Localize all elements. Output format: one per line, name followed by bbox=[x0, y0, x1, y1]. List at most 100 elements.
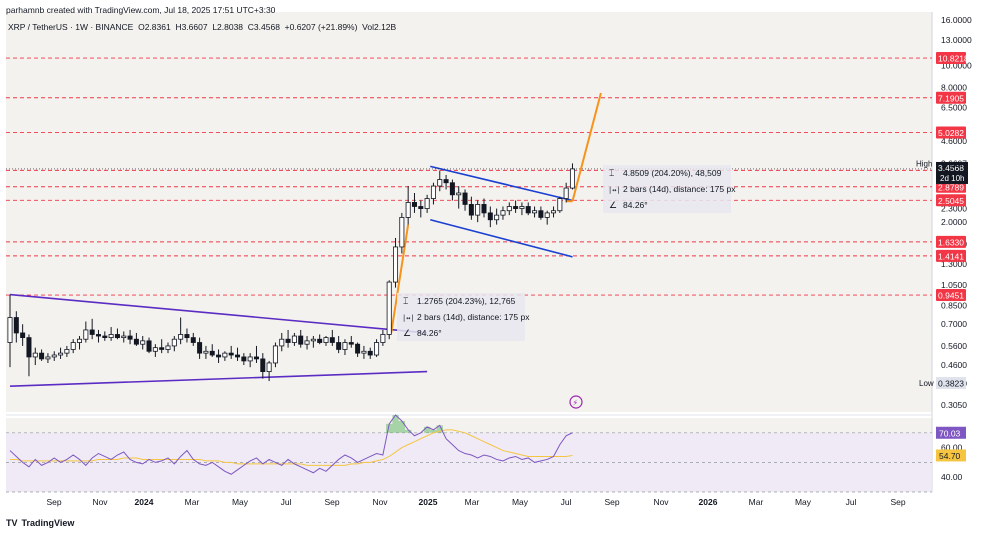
upper-measure-price: 4.8509 (204.20%), 48,509 bbox=[623, 168, 722, 178]
current-price-value: 3.4568 bbox=[938, 163, 964, 173]
candle-body-up bbox=[291, 335, 297, 343]
level-tag bbox=[936, 126, 966, 139]
candle-body-up bbox=[437, 179, 443, 187]
volume: Vol2.12B bbox=[362, 22, 397, 32]
candle-body-down bbox=[13, 317, 19, 334]
candle-body-down bbox=[285, 338, 291, 343]
candle-body-up bbox=[272, 345, 278, 364]
upper-measure-box bbox=[603, 165, 731, 213]
time-axis-label: Sep bbox=[324, 497, 339, 507]
level-tag-label: 1.4141 bbox=[938, 251, 964, 261]
candle-body-up bbox=[475, 204, 481, 216]
candle-body-up bbox=[380, 334, 386, 343]
candle-body-up bbox=[323, 337, 329, 343]
lower-channel-line bbox=[9, 293, 428, 334]
candle-body-down bbox=[468, 204, 474, 216]
level-tag-label: 10.8218 bbox=[938, 54, 969, 64]
candle-body-up bbox=[304, 340, 310, 345]
candle-body-up bbox=[178, 334, 184, 340]
time-axis-label: Jul bbox=[281, 497, 292, 507]
level-tag bbox=[936, 249, 966, 262]
high-marker-value: 3.6607 bbox=[941, 158, 967, 168]
level-tag-label: 5.0282 bbox=[938, 128, 964, 138]
lower-measure-range-icon: ⌶ bbox=[403, 297, 408, 307]
level-tag-label: 2.8789 bbox=[938, 182, 964, 192]
candle-body-down bbox=[190, 337, 196, 343]
level-tag bbox=[936, 52, 966, 65]
candle-body-down bbox=[26, 337, 32, 358]
low-marker-tag bbox=[936, 377, 966, 390]
candle-body-up bbox=[152, 347, 158, 352]
candle-body-down bbox=[513, 206, 519, 209]
candle-body-down bbox=[228, 352, 234, 356]
ohlc-open: O2.8361 bbox=[138, 22, 171, 32]
candle-body-up bbox=[140, 340, 146, 345]
price-axis-label: 8.0000 bbox=[941, 82, 967, 92]
candle-body-down bbox=[133, 338, 139, 345]
tradingview-brand[interactable]: TV TradingView bbox=[6, 518, 74, 528]
time-axis-label: Nov bbox=[92, 497, 108, 507]
rsi-ma-label: 54.70 bbox=[939, 451, 961, 461]
candle-body-down bbox=[216, 354, 222, 358]
candle-body-down bbox=[20, 332, 26, 339]
brand-name: TradingView bbox=[21, 518, 75, 528]
price-axis-label: 0.8500 bbox=[941, 300, 967, 310]
time-axis-label: 2025 bbox=[419, 497, 438, 507]
level-tag bbox=[936, 235, 966, 248]
price-axis-label: 0.7000 bbox=[941, 319, 967, 329]
candle-body-down bbox=[184, 334, 190, 339]
price-axis-label: 1.3000 bbox=[941, 259, 967, 269]
candle-body-up bbox=[203, 350, 209, 354]
lower-measure-angle: 84.26° bbox=[417, 328, 442, 338]
candle-body-up bbox=[32, 352, 38, 358]
candle-body-down bbox=[39, 352, 45, 360]
ohlc-high: H3.6607 bbox=[175, 22, 208, 32]
candle-body-up bbox=[165, 345, 171, 350]
level-tag-label: 1.6330 bbox=[938, 237, 964, 247]
upper-flag-line bbox=[430, 218, 573, 258]
candle-body-down bbox=[336, 342, 342, 350]
candle-body-up bbox=[374, 342, 380, 356]
time-axis-label: Sep bbox=[604, 497, 619, 507]
ohlc-low: L2.8038 bbox=[212, 22, 244, 32]
flash-icon-ring bbox=[569, 395, 583, 409]
price-axis-label: 1.0500 bbox=[941, 280, 967, 290]
candle-body-down bbox=[329, 337, 335, 343]
candle-body-down bbox=[411, 202, 417, 207]
current-price-tag bbox=[936, 161, 968, 184]
candle-body-down bbox=[209, 350, 215, 356]
candle-body-up bbox=[70, 342, 76, 350]
candle-body-down bbox=[348, 342, 354, 345]
candle-body-up bbox=[393, 246, 399, 283]
rsi-value-label: 70.03 bbox=[939, 428, 961, 438]
candle-body-up bbox=[222, 352, 228, 358]
upper-measure-range-icon: ⌶ bbox=[609, 169, 614, 179]
candle-body-down bbox=[102, 335, 108, 339]
rsi-axis-label: 40.00 bbox=[941, 472, 963, 482]
rsi-overbought-fill bbox=[386, 415, 576, 433]
time-axis-label: May bbox=[512, 497, 529, 507]
lower-measure-angle-icon: ∠ bbox=[403, 329, 411, 339]
ohlc-close: C3.4568 bbox=[247, 22, 280, 32]
symbol-info: XRP / TetherUS · 1W · BINANCE O2.8361 H3… bbox=[8, 22, 396, 32]
time-axis-label: Sep bbox=[46, 497, 61, 507]
time-axis-label: Nov bbox=[653, 497, 669, 507]
candle-body-down bbox=[197, 342, 203, 354]
upper-flag-line bbox=[430, 165, 573, 202]
time-axis-label: Jul bbox=[561, 497, 572, 507]
rsi-axis-label: 60.00 bbox=[941, 443, 963, 453]
time-axis-label: Nov bbox=[372, 497, 388, 507]
price-axis-label: 13.0000 bbox=[941, 35, 972, 45]
candle-body-up bbox=[121, 335, 127, 339]
candle-body-down bbox=[443, 179, 449, 184]
candle-body-down bbox=[487, 212, 493, 221]
candle-body-down bbox=[235, 354, 241, 358]
candle-body-up bbox=[64, 349, 70, 354]
candle-body-up bbox=[361, 350, 367, 354]
symbol-name[interactable]: XRP / TetherUS · 1W · BINANCE bbox=[8, 22, 134, 32]
candle-body-down bbox=[367, 350, 373, 356]
candle-body-up bbox=[551, 210, 557, 214]
time-axis-label: Sep bbox=[890, 497, 905, 507]
flash-icon: ⚡ bbox=[573, 399, 579, 408]
